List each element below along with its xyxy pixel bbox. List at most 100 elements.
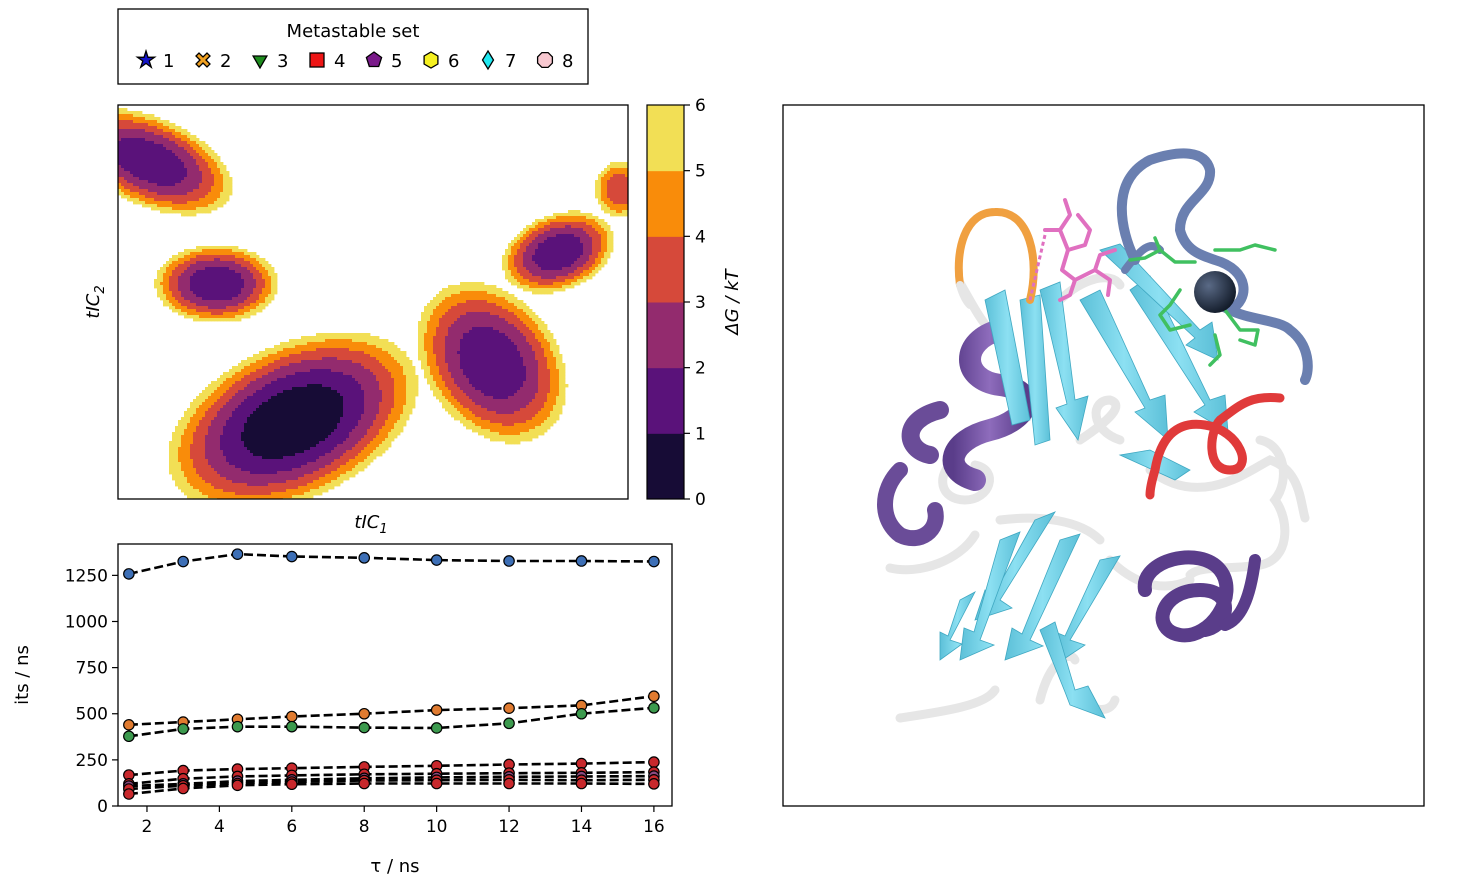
contour-cell [118, 171, 122, 175]
contour-cell [157, 180, 161, 184]
contour-cell [496, 354, 500, 358]
contour-cell [463, 351, 467, 355]
contour-cell [571, 270, 575, 274]
contour-cell [436, 312, 440, 316]
contour-cell [163, 183, 167, 187]
contour-cell [490, 369, 494, 373]
contour-cell [181, 138, 185, 142]
contour-cell [571, 279, 575, 283]
contour-cell [205, 204, 209, 208]
contour-cell [469, 363, 473, 367]
contour-cell [247, 282, 251, 286]
contour-cell [442, 333, 446, 337]
contour-cell [232, 261, 236, 265]
contour-cell [526, 375, 530, 379]
contour-cell [607, 204, 611, 208]
contour-cell [607, 180, 611, 184]
contour-cell [439, 375, 443, 379]
contour-cell [160, 159, 164, 163]
contour-cell [229, 258, 233, 262]
contour-cell [175, 210, 179, 214]
contour-cell [223, 378, 227, 382]
contour-cell [310, 378, 314, 382]
contour-cell [184, 144, 188, 148]
contour-cell [442, 288, 446, 292]
contour-cell [148, 144, 152, 148]
contour-cell [154, 159, 158, 163]
contour-cell [520, 270, 524, 274]
contour-cell [187, 294, 191, 298]
contour-cell [256, 267, 260, 271]
contour-cell [604, 243, 608, 247]
contour-cell [544, 255, 548, 259]
contour-cell [388, 357, 392, 361]
contour-cell [490, 339, 494, 343]
contour-cell [283, 357, 287, 361]
contour-cell [409, 360, 413, 364]
contour-cell [157, 165, 161, 169]
contour-cell [583, 258, 587, 262]
contour-cell [388, 354, 392, 358]
legend-entry-label: 7 [505, 51, 516, 72]
contour-cell [214, 153, 218, 157]
contour-cell [184, 171, 188, 175]
contour-cell [205, 183, 209, 187]
contour-cell [187, 210, 191, 214]
contour-cell [511, 312, 515, 316]
contour-cell [145, 156, 149, 160]
contour-cell [223, 288, 227, 292]
contour-cell [148, 123, 152, 127]
contour-cell [190, 285, 194, 289]
contour-cell [265, 270, 269, 274]
contour-cell [613, 180, 617, 184]
contour-cell [367, 336, 371, 340]
contour-cell [490, 300, 494, 304]
contour-cell [445, 333, 449, 337]
contour-cell [523, 234, 527, 238]
contour-cell [466, 291, 470, 295]
contour-cell [217, 156, 221, 160]
contour-cell [244, 282, 248, 286]
contour-cell [541, 240, 545, 244]
contour-cell [457, 306, 461, 310]
contour-cell [475, 336, 479, 340]
contour-cell [589, 219, 593, 223]
contour-cell [559, 258, 563, 262]
contour-cell [520, 336, 524, 340]
contour-cell [184, 297, 188, 301]
contour-cell [172, 255, 176, 259]
contour-cell [424, 324, 428, 328]
contour-cell [211, 306, 215, 310]
contour-cell [235, 249, 239, 253]
contour-cell [301, 378, 305, 382]
contour-cell [253, 270, 257, 274]
contour-cell [157, 192, 161, 196]
contour-cell [184, 177, 188, 181]
contour-cell [523, 342, 527, 346]
contour-cell [610, 246, 614, 250]
contour-cell [253, 381, 257, 385]
contour-cell [595, 189, 599, 193]
contour-cell [187, 141, 191, 145]
contour-cell [241, 249, 245, 253]
contour-cell [181, 201, 185, 205]
contour-cell [487, 336, 491, 340]
contour-cell [214, 258, 218, 262]
contour-cell [139, 126, 143, 130]
contour-cell [169, 180, 173, 184]
contour-cell [229, 312, 233, 316]
contour-cell [619, 192, 623, 196]
contour-cell [313, 360, 317, 364]
contour-cell [217, 309, 221, 313]
contour-cell [196, 279, 200, 283]
contour-cell [307, 351, 311, 355]
contour-cell [151, 114, 155, 118]
contour-cell [385, 360, 389, 364]
contour-cell [232, 318, 236, 322]
contour-cell [601, 186, 605, 190]
contour-cell [118, 168, 122, 172]
contour-cell [265, 285, 269, 289]
contour-cell [574, 246, 578, 250]
contour-cell [271, 372, 275, 376]
contour-cell [550, 249, 554, 253]
